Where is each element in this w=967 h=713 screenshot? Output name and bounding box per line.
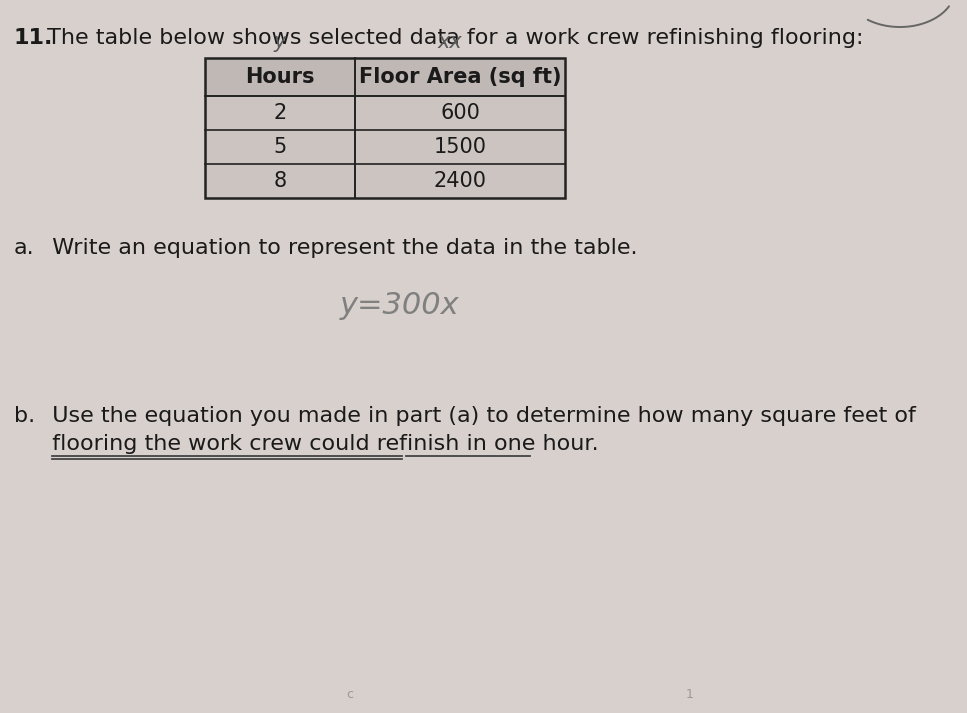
Text: flooring the work crew could refinish in one hour.: flooring the work crew could refinish in… bbox=[38, 434, 599, 454]
Text: xx: xx bbox=[437, 32, 462, 52]
Text: 600: 600 bbox=[440, 103, 480, 123]
Bar bbox=[205, 164, 565, 198]
Text: c: c bbox=[346, 689, 354, 702]
Text: Use the equation you made in part (a) to determine how many square feet of: Use the equation you made in part (a) to… bbox=[38, 406, 916, 426]
Text: 11.: 11. bbox=[14, 28, 53, 48]
Text: b.: b. bbox=[14, 406, 35, 426]
Text: a.: a. bbox=[14, 238, 35, 258]
Text: The table below shows selected data for a work crew refinishing flooring:: The table below shows selected data for … bbox=[40, 28, 864, 48]
Text: 2400: 2400 bbox=[433, 171, 486, 191]
Bar bbox=[205, 130, 565, 164]
Text: y=300x: y=300x bbox=[340, 292, 460, 321]
Bar bbox=[205, 96, 565, 130]
Text: Floor Area (sq ft): Floor Area (sq ft) bbox=[359, 67, 561, 87]
Text: 5: 5 bbox=[274, 137, 286, 157]
Text: y: y bbox=[274, 32, 286, 52]
Text: 8: 8 bbox=[274, 171, 286, 191]
Text: 1500: 1500 bbox=[433, 137, 486, 157]
Bar bbox=[205, 58, 565, 96]
Text: 2: 2 bbox=[274, 103, 286, 123]
Text: 1: 1 bbox=[686, 689, 694, 702]
Bar bbox=[205, 58, 565, 198]
Text: Hours: Hours bbox=[246, 67, 314, 87]
Text: Write an equation to represent the data in the table.: Write an equation to represent the data … bbox=[38, 238, 637, 258]
